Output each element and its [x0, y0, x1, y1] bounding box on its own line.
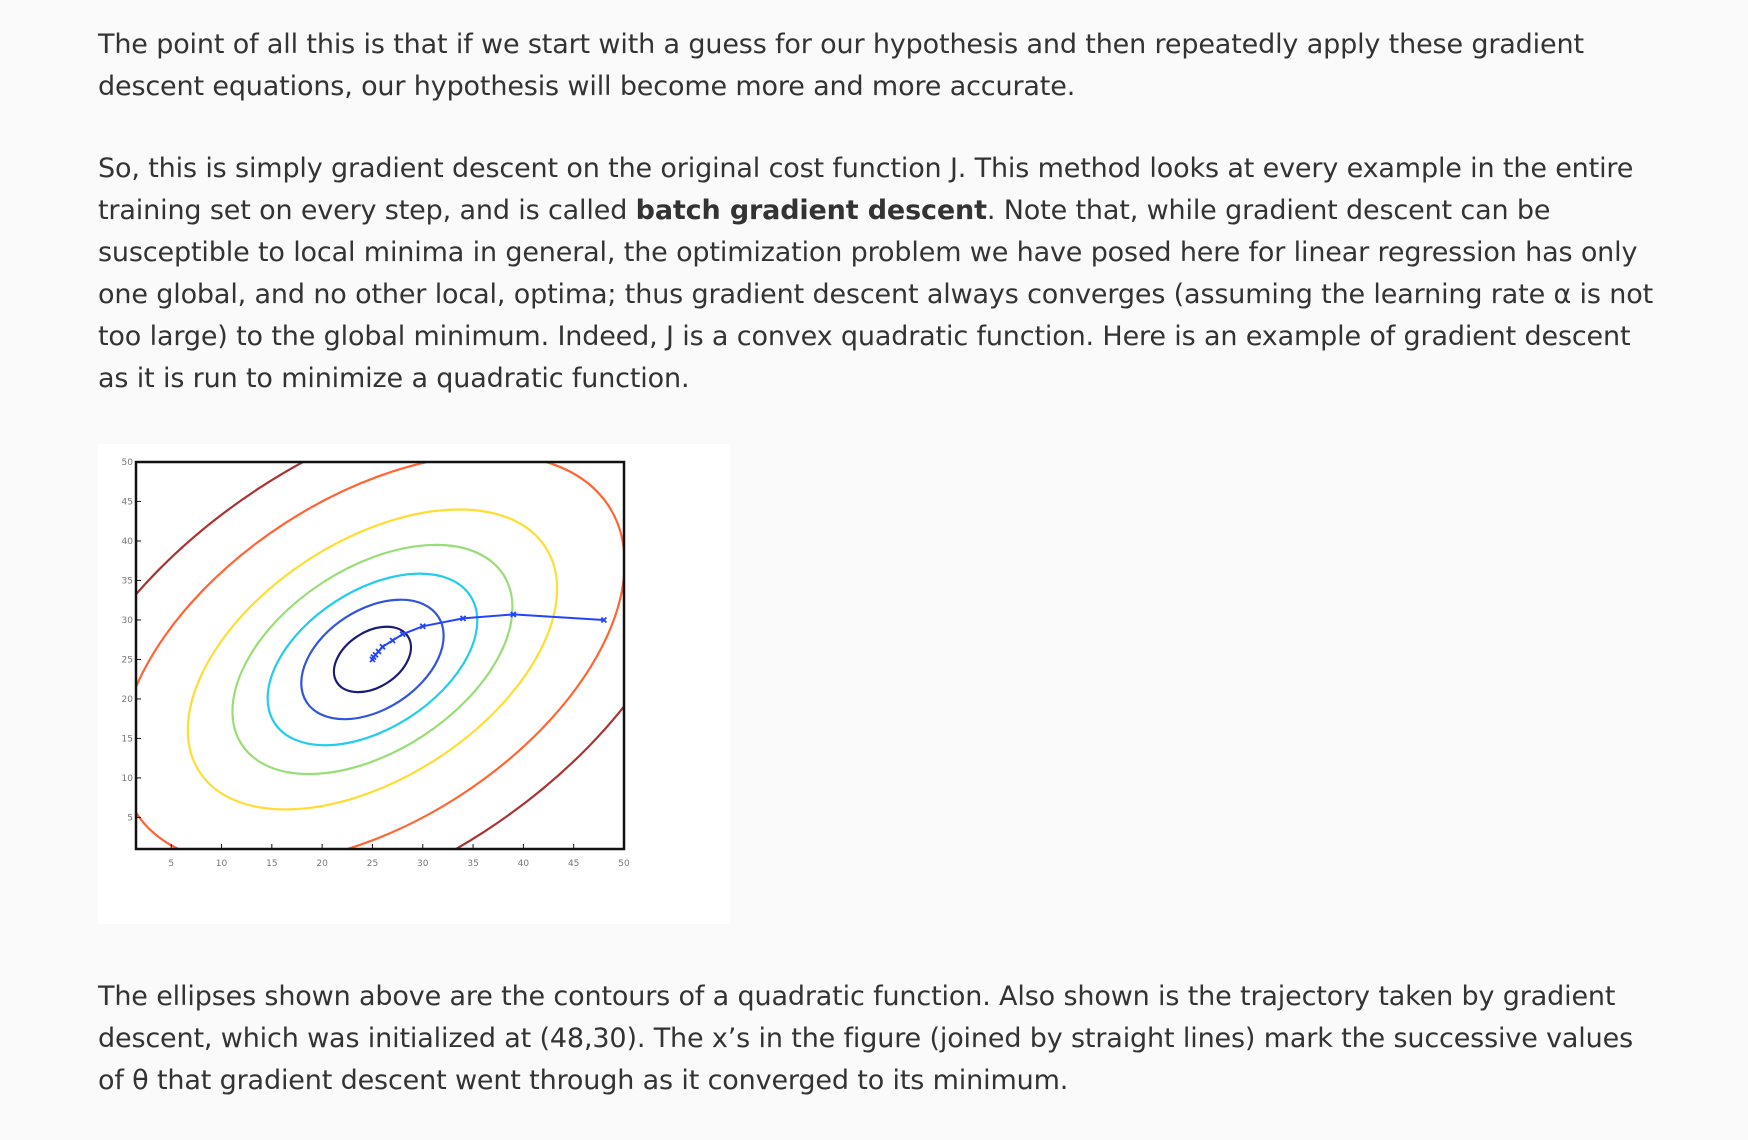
plot-frame	[134, 460, 626, 851]
x-tick-label: 20	[316, 859, 328, 869]
x-tick-label: 25	[367, 859, 378, 869]
y-tick-label: 25	[122, 655, 133, 665]
x-tick-label: 45	[568, 859, 579, 869]
paragraph-intro: The point of all this is that if we star…	[98, 29, 1584, 102]
paragraph-text: . Note that, while gradient descent can …	[98, 195, 1654, 394]
y-tick-label: 30	[122, 616, 134, 626]
article-body: The point of all this is that if we star…	[98, 24, 1658, 1102]
trajectory-point	[600, 616, 608, 624]
contour-lines	[136, 462, 624, 849]
paragraph-text: So, this is simply gradient descent on t…	[98, 153, 1634, 226]
contour-figure: 5 10 15 20 25 30 35 40 45 50 5 10 15 20 25 30 35 40 45 50	[98, 444, 730, 924]
y-tick-label: 15	[122, 734, 133, 744]
trajectory-point	[379, 643, 386, 650]
trajectory-point	[389, 637, 396, 644]
y-tick-label: 45	[122, 497, 133, 507]
gradient-trajectory	[369, 611, 608, 663]
axis-ticks: 5 10 15 20 25 30 35 40 45 50 5 10 15 20 25 30 35 40 45 50	[122, 458, 630, 869]
contour-ellipse-3	[266, 572, 479, 747]
y-tick-label: 20	[122, 695, 134, 705]
y-tick-label: 35	[122, 576, 133, 586]
paragraph-explanation: The ellipses shown above are the contour…	[98, 981, 1633, 1096]
x-tick-label: 40	[518, 859, 530, 869]
x-tick-label: 5	[168, 859, 174, 869]
bold-term: batch gradient descent	[635, 195, 987, 226]
contour-ellipse-1	[332, 625, 413, 694]
y-tick-label: 10	[122, 774, 134, 784]
y-tick-label: 40	[122, 537, 134, 547]
x-tick-label: 30	[417, 859, 429, 869]
y-tick-label: 5	[127, 813, 133, 823]
contour-ellipse-7	[136, 462, 624, 849]
x-tick-label: 15	[266, 859, 277, 869]
contour-ellipse-4	[231, 543, 514, 776]
trajectory-point	[399, 631, 406, 638]
trajectory-point	[459, 615, 467, 622]
contour-ellipse-2	[300, 598, 445, 721]
x-tick-label: 35	[467, 859, 478, 869]
paragraph-batch-gradient-descent: So, this is simply gradient descent on t…	[98, 148, 1658, 400]
trajectory-point	[419, 623, 426, 630]
contour-ellipse-5	[186, 508, 559, 811]
x-tick-label: 50	[618, 859, 630, 869]
contour-plot: 5 10 15 20 25 30 35 40 45 50 5 10 15 20 25 30 35 40 45 50	[122, 458, 630, 869]
y-tick-label: 50	[122, 458, 134, 468]
x-tick-label: 10	[216, 859, 228, 869]
trajectory-point	[369, 656, 376, 663]
contour-ellipse-6	[136, 462, 624, 849]
trajectory-point	[510, 611, 517, 618]
